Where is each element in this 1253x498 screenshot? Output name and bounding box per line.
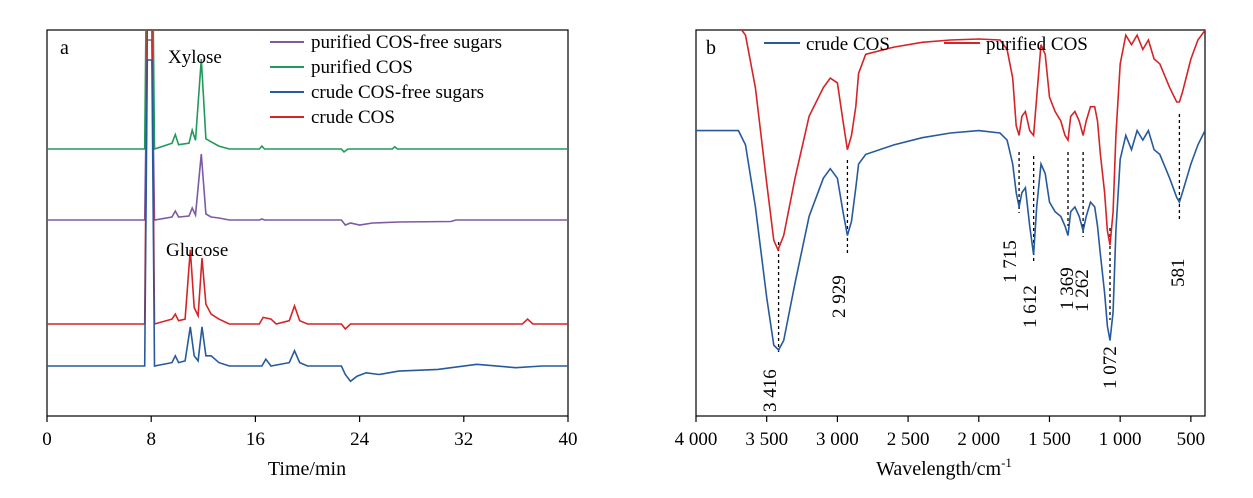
legend-label: crude COS-free sugars <box>311 82 484 103</box>
x-tick-label: 8 <box>146 429 156 450</box>
plot-frame-a <box>46 29 569 417</box>
x-tick-label: 2 000 <box>957 429 1000 450</box>
series-line-crude-cos <box>47 30 568 331</box>
x-tick-label: 40 <box>559 429 578 450</box>
x-tick-label: 3 500 <box>745 429 788 450</box>
x-tick-label: 500 <box>1177 429 1206 450</box>
x-tick-label: 1 000 <box>1099 429 1142 450</box>
peak-label: 1 262 <box>1072 269 1093 312</box>
series-line-purified-cos <box>740 30 1205 252</box>
x-tick-label: 2 500 <box>887 429 930 450</box>
chromatogram-panel: a 0 8 16 24 32 40 Time/min purified COS-free … <box>42 29 578 480</box>
legend-a: purified COS-free sugars purified COS crud… <box>270 32 502 128</box>
peak-label: 1 369 <box>1057 267 1078 310</box>
legend-label: purified COS-free sugars <box>311 32 502 53</box>
legend-b: crude COS purified COS <box>764 34 1088 55</box>
annotation-glucose: Glucose <box>166 240 228 261</box>
x-ticks-b: 4 000 3 500 3 000 2 500 2 000 1 500 1 000 500 <box>675 416 1205 450</box>
peak-label: 581 <box>1168 259 1189 288</box>
series-line-crude-cos <box>696 128 1205 352</box>
plot-frame-b <box>695 29 1206 417</box>
panel-letter-a: a <box>60 37 69 59</box>
peak-label: 3 416 <box>760 369 781 412</box>
x-tick-label: 16 <box>246 429 265 450</box>
peak-label: 1 072 <box>1100 346 1121 389</box>
series-line-purified-cos-free-sugars <box>47 39 568 226</box>
x-axis-label-a: Time/min <box>268 458 346 480</box>
series-group-b <box>696 30 1205 352</box>
annotation-xylose: Xylose <box>168 47 222 68</box>
series-group-a <box>47 30 568 383</box>
legend-label: crude COS <box>311 107 395 128</box>
x-tick-label: 0 <box>42 429 52 450</box>
x-tick-label: 1 500 <box>1028 429 1071 450</box>
x-axis-label-b: Wavelength/cm-1 <box>876 455 1012 480</box>
peak-label: 1 715 <box>1000 240 1021 283</box>
panel-letter-b: b <box>706 37 716 59</box>
x-tick-label: 3 000 <box>816 429 859 450</box>
series-line-purified-cos <box>47 30 568 153</box>
legend-label: purified COS <box>311 57 413 78</box>
x-tick-label: 4 000 <box>675 429 718 450</box>
x-tick-label: 24 <box>350 429 370 450</box>
legend-label: purified COS <box>986 34 1088 55</box>
peak-label: 2 929 <box>829 275 850 318</box>
legend-label: crude COS <box>806 34 890 55</box>
x-tick-label: 32 <box>454 429 473 450</box>
x-ticks-a: 0 8 16 24 32 40 <box>42 416 578 450</box>
series-line-crude-cos-free-sugars <box>47 59 568 383</box>
peak-label: 1 612 <box>1020 285 1041 328</box>
